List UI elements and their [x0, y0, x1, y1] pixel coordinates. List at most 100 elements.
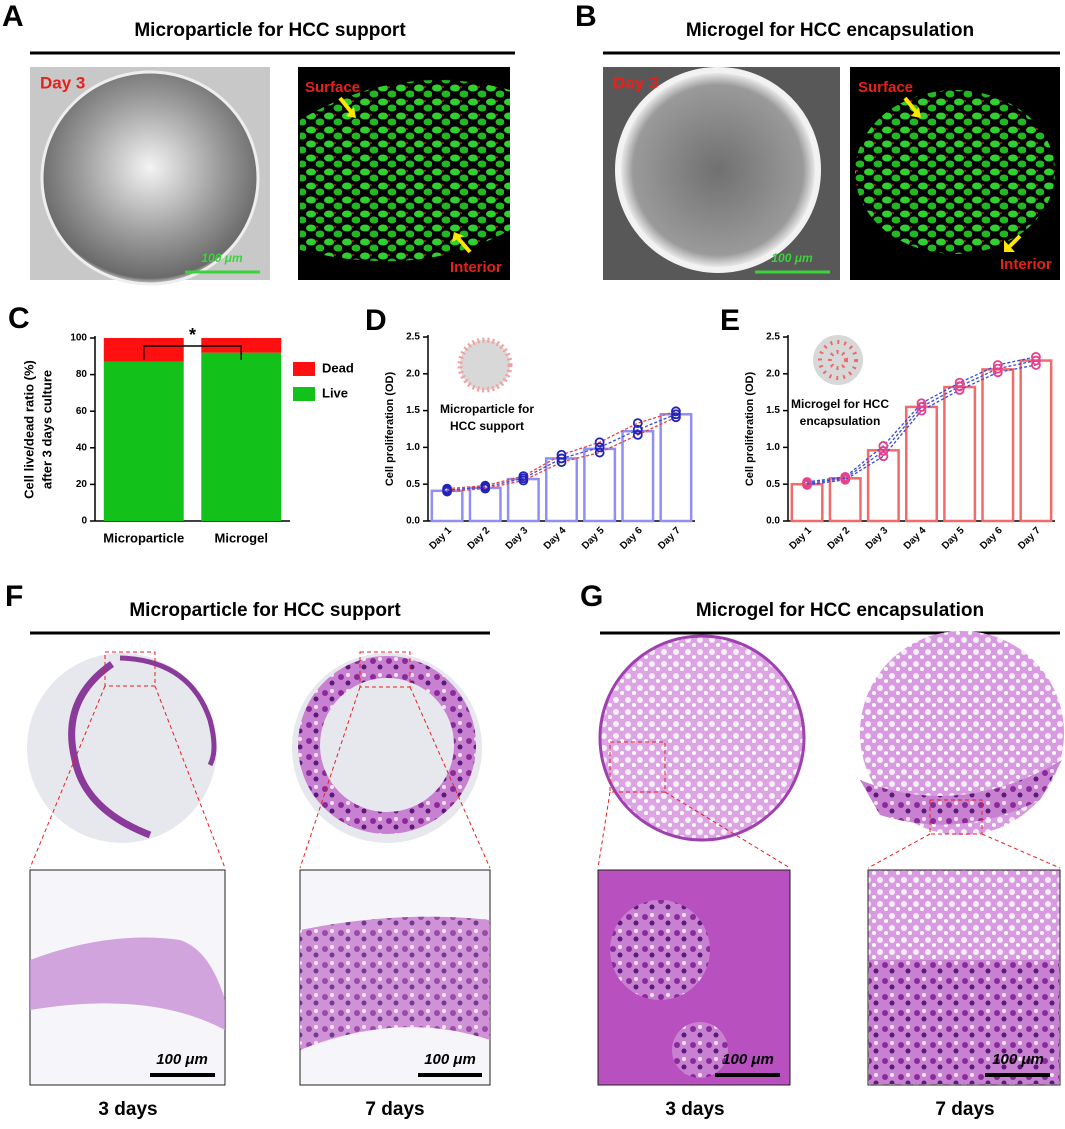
replicate-point: [556, 449, 567, 460]
y-tick-label: 1.0: [406, 442, 420, 453]
interior-label: Interior: [450, 259, 502, 276]
panel-label: A: [2, 0, 24, 33]
x-tick-label: Day 6: [618, 525, 645, 552]
y-tick-label: 0: [81, 516, 87, 527]
panel-title: Microgel for HCC encapsulation: [686, 20, 974, 41]
replicate-point: [594, 442, 605, 453]
replicate-line: [447, 416, 677, 493]
x-tick-label: Microparticle: [103, 530, 184, 545]
replicate-point: [878, 446, 889, 456]
inset-label: HCC support: [450, 419, 524, 433]
scale-bar-label: 100 μm: [424, 1051, 476, 1068]
bar: [621, 429, 655, 523]
panel-label: D: [365, 304, 387, 337]
bar: [943, 385, 977, 523]
replicate-point: [632, 429, 643, 440]
surface-label: Surface: [858, 79, 913, 96]
y-tick-label: 80: [76, 369, 88, 380]
replicate-point: [480, 480, 491, 491]
legend-swatch: [293, 387, 315, 401]
replicate-point: [1031, 355, 1041, 366]
replicate-point: [878, 451, 889, 462]
replicate-point: [671, 412, 681, 423]
replicate-point: [632, 424, 643, 435]
replicate-point: [992, 360, 1003, 370]
y-axis-label: Cell proliferation (OD): [384, 372, 396, 487]
replicate-point: [916, 402, 927, 412]
bar: [506, 477, 540, 523]
y-tick-label: 1.0: [766, 442, 780, 453]
replicate-point: [916, 398, 927, 409]
replicate-point: [840, 471, 851, 482]
caption: 7 days: [365, 1099, 424, 1120]
interior-label: Interior: [1000, 256, 1052, 273]
bar-segment: [201, 352, 282, 521]
y-tick-label: 0.0: [406, 516, 420, 527]
caption: 7 days: [935, 1099, 994, 1120]
x-tick-label: Day 2: [466, 525, 493, 552]
replicate-point: [992, 363, 1003, 374]
replicate-point: [556, 453, 567, 464]
bar: [981, 368, 1015, 523]
bar: [659, 413, 693, 523]
scale-bar-label: 100 μm: [992, 1051, 1044, 1068]
significance-label: *: [189, 325, 196, 345]
x-tick-label: Day 5: [580, 525, 607, 552]
replicate-point: [1031, 351, 1041, 362]
x-tick-label: Day 7: [656, 525, 683, 552]
y-tick-label: 1.5: [406, 405, 420, 416]
bar: [430, 489, 464, 523]
bar: [583, 447, 617, 523]
panel-label: G: [580, 580, 603, 613]
panel-label: B: [575, 0, 597, 33]
replicate-point: [442, 483, 452, 494]
legend-label: Dead: [322, 360, 354, 375]
y-axis-label: Cell live/dead ratio (%): [21, 360, 36, 499]
day-label: Day 3: [40, 73, 85, 92]
legend-swatch: [293, 362, 315, 376]
y-tick-label: 100: [70, 333, 87, 344]
replicate-point: [632, 418, 643, 429]
replicate-point: [802, 477, 812, 487]
inset-label: Microgel for HCC: [791, 397, 889, 411]
replicate-point: [878, 441, 889, 451]
panel-title: Microparticle for HCC support: [129, 600, 401, 621]
replicate-point: [671, 409, 681, 420]
scale-bar-label: 100 μm: [201, 251, 243, 265]
x-tick-label: Day 7: [1016, 525, 1043, 552]
replicate-point: [671, 406, 681, 417]
x-tick-label: Day 6: [978, 525, 1005, 552]
caption: 3 days: [98, 1099, 157, 1120]
y-tick-label: 2.5: [766, 332, 780, 343]
y-axis-label: Cell proliferation (OD): [744, 372, 756, 487]
bar: [468, 486, 502, 523]
x-tick-label: Day 3: [864, 525, 891, 552]
y-tick-label: 40: [76, 442, 88, 453]
inset-label: encapsulation: [800, 414, 881, 428]
replicate-point: [518, 471, 529, 482]
x-tick-label: Day 1: [427, 525, 454, 552]
scale-bar-label: 100 μm: [771, 251, 813, 265]
x-tick-label: Microgel: [215, 530, 268, 545]
bar-segment: [103, 361, 184, 521]
significance-bracket: [143, 345, 242, 360]
caption: 3 days: [665, 1099, 724, 1120]
panel-label: E: [720, 304, 740, 337]
y-tick-label: 2.0: [406, 368, 420, 379]
replicate-point: [594, 437, 605, 448]
y-tick-label: 2.5: [406, 332, 420, 343]
scale-bar-label: 100 μm: [156, 1051, 208, 1068]
y-tick-label: 0.5: [406, 479, 420, 490]
x-tick-label: Day 5: [940, 525, 967, 552]
y-tick-label: 60: [76, 406, 88, 417]
replicate-point: [954, 377, 965, 388]
inset-label: Microparticle for: [440, 402, 534, 416]
x-tick-label: Day 1: [787, 525, 814, 552]
surface-label: Surface: [305, 79, 360, 96]
panel-title: Microgel for HCC encapsulation: [696, 600, 984, 621]
panel-label: C: [8, 302, 30, 335]
bar: [790, 482, 824, 523]
replicate-point: [954, 381, 965, 392]
replicate-point: [594, 447, 605, 458]
